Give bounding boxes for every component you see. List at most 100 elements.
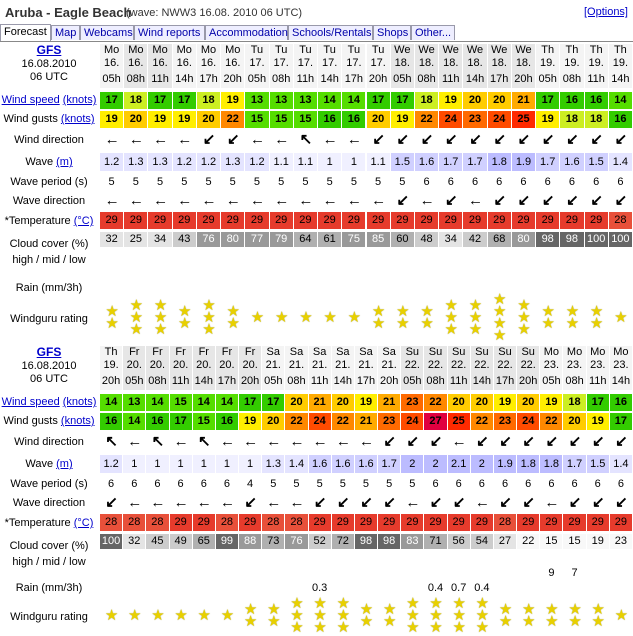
day-label: Mo — [103, 44, 120, 56]
time-header: Fr 20. 14h — [192, 346, 215, 390]
knots-link[interactable]: (knots) — [60, 113, 95, 125]
rating-stars-icon: ★ ★ ★ — [336, 595, 351, 636]
wind-speed-link[interactable]: Wind speed — [1, 396, 60, 408]
time-header: Tu 17. 20h — [366, 44, 390, 88]
hour-label: 14h — [194, 375, 213, 387]
hour-label: 14h — [333, 375, 352, 387]
hour-label: 11h — [588, 375, 607, 387]
rating-stars-icon: ★ ★ — [545, 601, 559, 630]
wind-gusts-cell: 19 — [586, 413, 610, 430]
cloud-cover-cell: 100 — [608, 232, 633, 247]
wave-period-cell: 5 — [378, 475, 402, 493]
wind-direction-arrow-icon: ← — [219, 433, 235, 450]
time-header: Tu 17. 08h — [269, 44, 293, 88]
wave-unit-link[interactable]: (m) — [56, 156, 73, 168]
tab-other[interactable]: Other... — [411, 25, 455, 40]
rating-stars-icon: ★ ★ ★ ★ — [493, 291, 507, 344]
wave-direction-arrow-icon: ↙ — [590, 192, 603, 209]
model-link[interactable]: GFS — [36, 345, 62, 359]
wave-cell: 1.5 — [584, 153, 609, 171]
wind-direction-arrow-icon: ↙ — [590, 131, 603, 148]
wave-cell: 1.8 — [487, 153, 512, 171]
wind-speed-cell: 16 — [560, 92, 585, 109]
wind-speed-cell: 19 — [493, 394, 518, 411]
temp-unit-link[interactable]: (°C) — [73, 215, 94, 227]
label-wave: Wave (m) — [0, 153, 98, 171]
temperature-cell: 29 — [196, 212, 222, 229]
wind-gusts-cell: 18 — [584, 111, 609, 128]
wave-period-cell: 6 — [488, 173, 512, 191]
tab-forecast[interactable]: Forecast — [0, 24, 51, 41]
wind-speed-link[interactable]: Wind speed — [1, 94, 60, 106]
temperature-cell: 29 — [293, 212, 319, 229]
wind-gusts-cell: 22 — [285, 413, 309, 430]
tab-webcams[interactable]: Webcams — [80, 25, 134, 40]
wind-direction-arrow-icon: ← — [266, 433, 282, 450]
day-label: Mo — [613, 346, 629, 358]
rating-stars-icon: ★ ★ ★ — [444, 297, 458, 338]
cloud-cover-cell: 45 — [146, 534, 170, 549]
date-label: 20. — [242, 359, 258, 371]
day-label: Mo — [152, 44, 168, 56]
rating-stars-icon: ★ ★ ★ — [290, 595, 304, 636]
wave-period-cell: 6 — [424, 475, 448, 493]
temperature-cell: 28 — [262, 514, 286, 531]
tab-accommodation[interactable]: Accommodation — [205, 25, 288, 40]
wave-period-cell: 5 — [197, 173, 222, 191]
hour-label: 14h — [611, 73, 630, 85]
model-link[interactable]: GFS — [36, 43, 62, 57]
label-cloud: Cloud cover (%) high / mid / low — [0, 236, 98, 268]
rating-stars-icon: ★ — [128, 607, 142, 624]
wind-direction-arrow-icon: ↙ — [566, 131, 579, 148]
temperature-cell: 29 — [586, 514, 610, 531]
wind-direction-arrow-icon: ↙ — [517, 131, 531, 148]
wind-gusts-cell: 19 — [239, 413, 263, 430]
wind-speed-cell: 21 — [511, 92, 537, 109]
tab-shops[interactable]: Shops — [373, 25, 411, 40]
tab-wind-reports[interactable]: Wind reports — [134, 25, 205, 40]
wave-direction-arrow-icon: ← — [219, 494, 235, 511]
wind-gusts-cell: 21 — [354, 413, 379, 430]
wind-gusts-cell: 17 — [609, 413, 633, 430]
rating-stars-icon: ★ ★ — [105, 303, 119, 332]
knots-link[interactable]: (knots) — [60, 415, 95, 427]
day-label: Sa — [359, 346, 373, 358]
day-label: We — [466, 44, 484, 56]
wave-direction-arrow-icon: ↙ — [313, 494, 327, 511]
wave-direction-arrow-icon: ← — [474, 494, 490, 511]
label-wind-direction: Wind direction — [0, 130, 98, 150]
day-label: Sa — [289, 346, 304, 358]
options-link[interactable]: [Options] — [583, 6, 628, 18]
date-label: 21. — [312, 359, 328, 371]
time-header: We 18. 11h — [439, 44, 463, 88]
label-rating: Windguru rating — [0, 602, 98, 632]
wind-gusts-cell: 24 — [517, 413, 541, 430]
label-rain: Rain (mm/3h) — [0, 578, 98, 598]
knots-link[interactable]: (knots) — [62, 94, 97, 106]
wind-speed-cell: 14 — [318, 92, 343, 109]
day-label: Sa — [312, 346, 327, 358]
cloud-cover-cell: 73 — [262, 534, 286, 549]
wind-gusts-cell: 24 — [308, 413, 332, 430]
hour-label: 14h — [472, 375, 492, 387]
day-label: Tu — [323, 44, 336, 56]
wave-cell: 1.2 — [196, 153, 222, 171]
tab-schools-rentals[interactable]: Schools/Rentals — [288, 25, 373, 40]
wave-unit-link[interactable]: (m) — [56, 458, 73, 470]
temp-unit-link[interactable]: (°C) — [73, 517, 94, 529]
hour-label: 20h — [368, 73, 388, 85]
wind-speed-cell: 13 — [245, 92, 270, 109]
tab-map[interactable]: Map — [51, 25, 80, 40]
wave-cell: 1 — [192, 455, 216, 473]
wind-direction-arrow-icon: ← — [312, 433, 328, 450]
wave-cell: 1.3 — [124, 153, 149, 171]
wave-direction-arrow-icon: ← — [177, 192, 193, 209]
cloud-cover-cell: 76 — [285, 534, 309, 549]
wind-direction-arrow-icon: ↙ — [469, 131, 482, 148]
cloud-cover-cell: 25 — [124, 232, 149, 247]
wave-cell: 1.2 — [172, 153, 197, 171]
knots-link[interactable]: (knots) — [62, 396, 97, 408]
date-label: 16. — [200, 57, 217, 69]
wind-speed-cell: 22 — [424, 394, 448, 411]
wind-gusts-cell: 16 — [342, 111, 367, 128]
